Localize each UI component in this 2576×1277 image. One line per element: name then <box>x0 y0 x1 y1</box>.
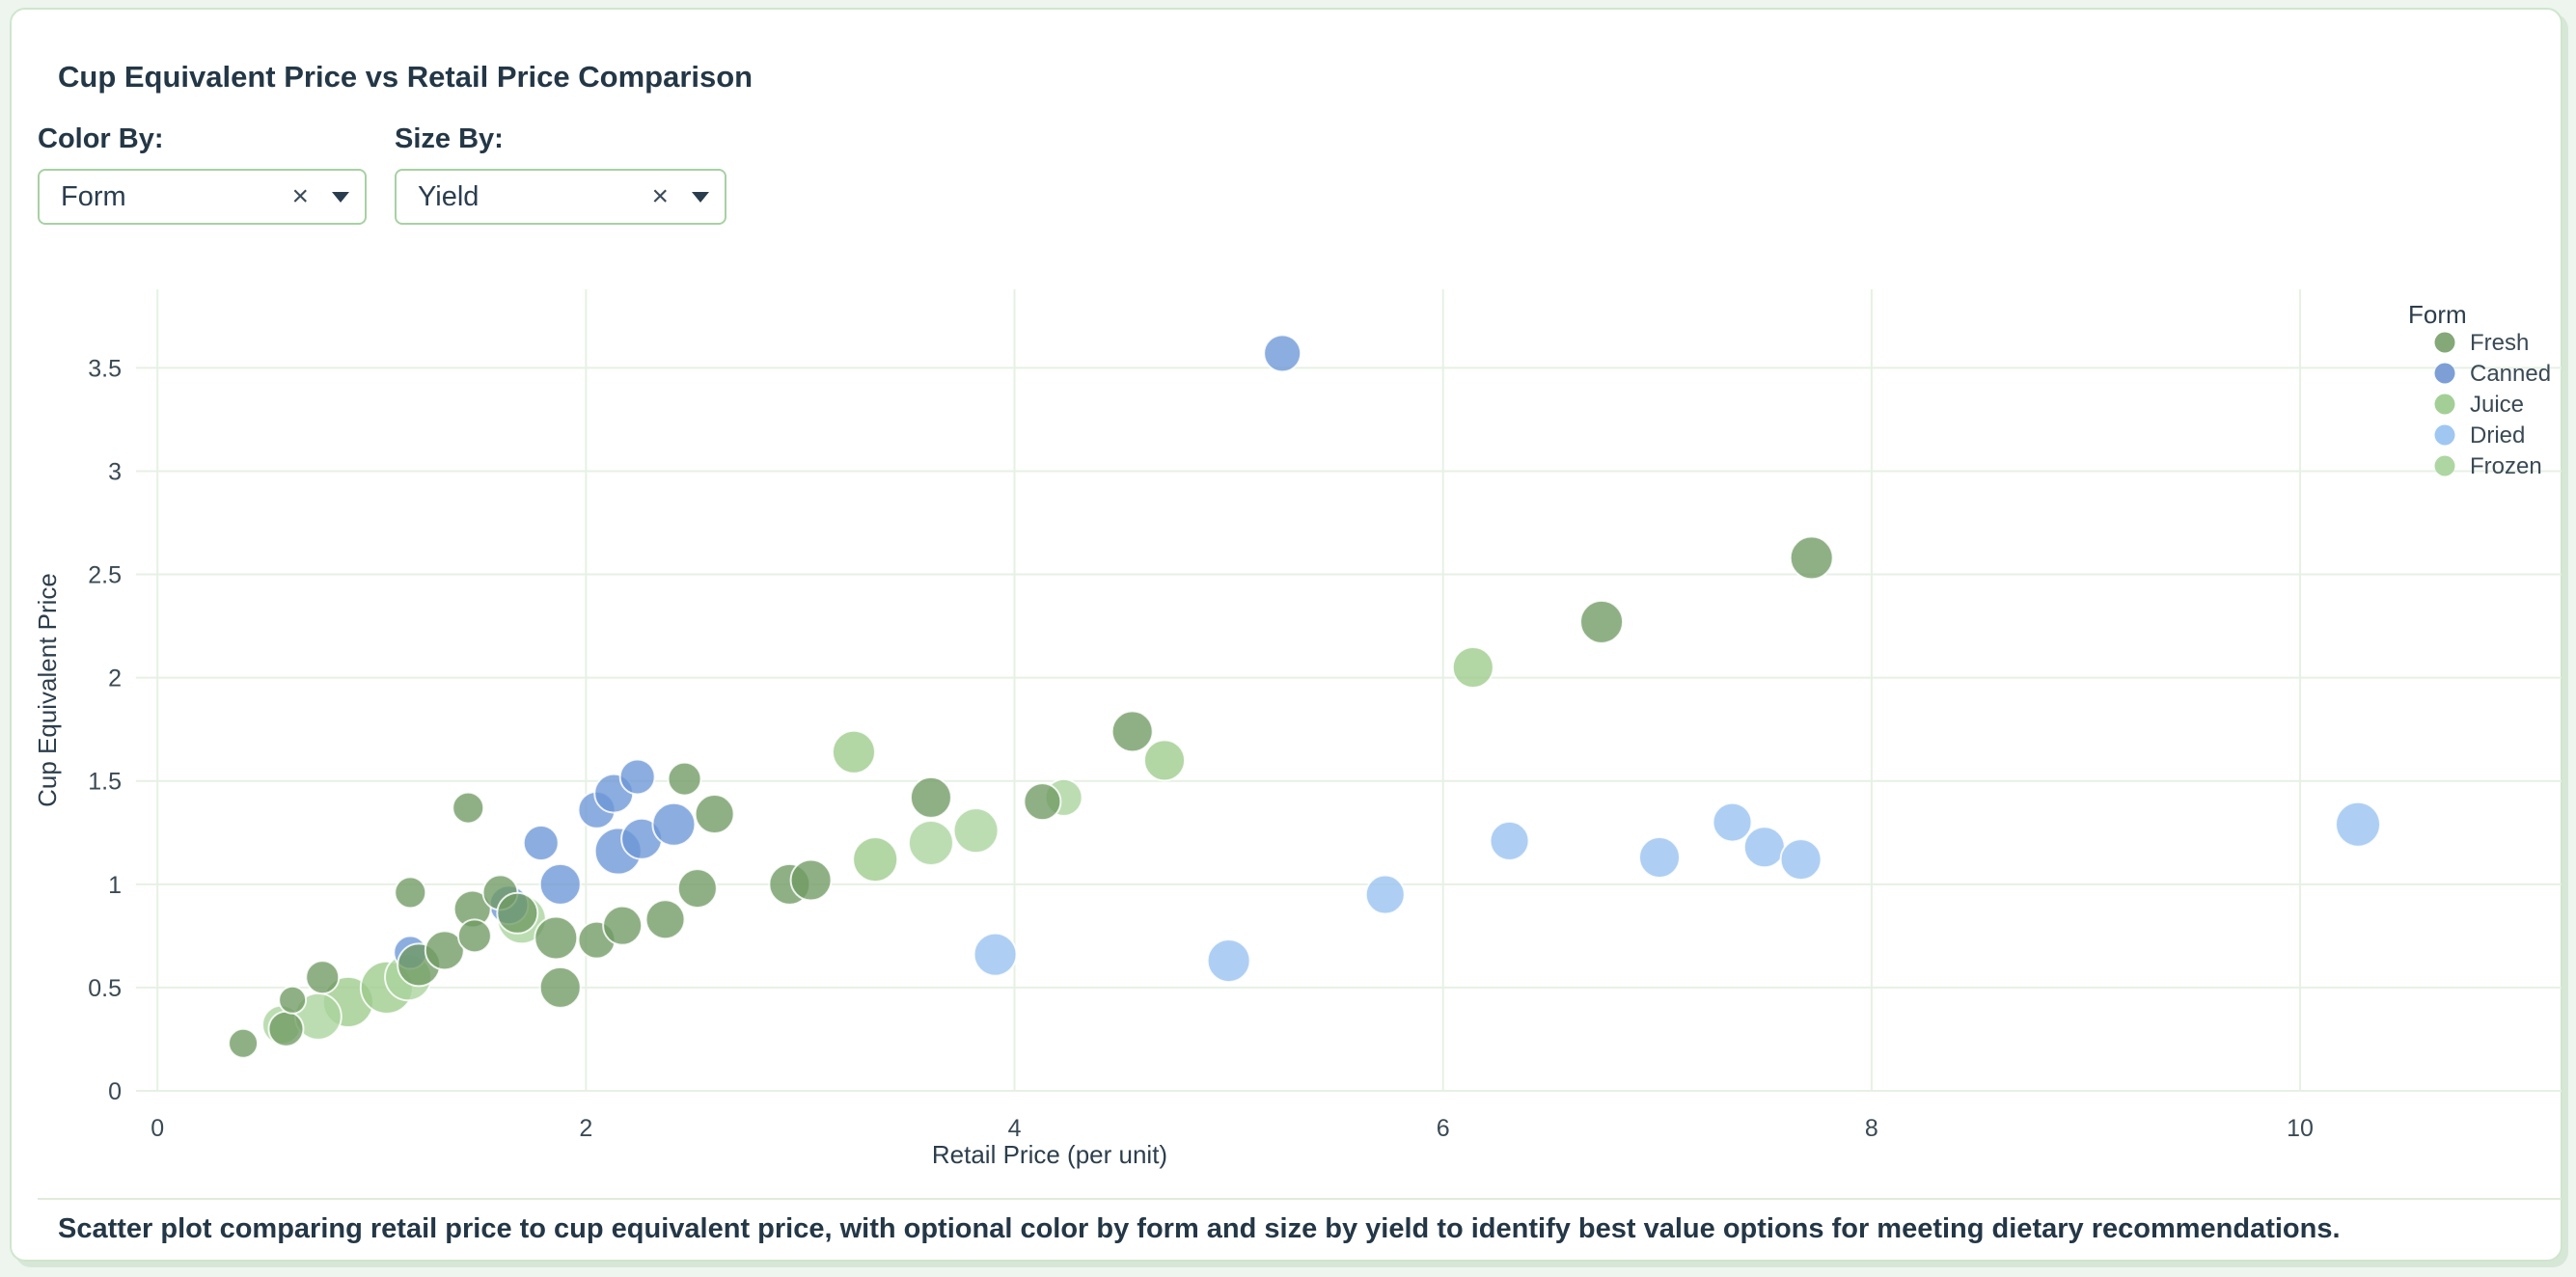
x-axis-title: Retail Price (per unit) <box>932 1140 1167 1169</box>
data-point-fresh <box>267 1010 305 1047</box>
data-point-fresh <box>424 930 465 971</box>
legend-label-canned: Canned <box>2470 361 2551 387</box>
data-point-canned <box>651 802 697 847</box>
data-point-fresh <box>1110 710 1154 753</box>
x-tick-label: 4 <box>1008 1115 1022 1142</box>
data-point-dried <box>1364 874 1406 915</box>
legend-label-fresh: Fresh <box>2470 330 2529 356</box>
data-point-fresh <box>667 761 702 797</box>
data-point-dried <box>1712 802 1753 843</box>
x-tick-label: 10 <box>2287 1115 2314 1142</box>
size-by-label: Size By: <box>395 123 504 154</box>
y-tick-label: 2 <box>108 666 122 693</box>
size-by-control: Size By: Yield × <box>395 123 726 225</box>
color-by-caret-icon[interactable] <box>332 191 349 203</box>
data-point-dried <box>1742 826 1786 869</box>
color-by-control: Color By: Form × <box>38 123 367 225</box>
data-point-canned <box>538 862 582 906</box>
data-point-juice <box>852 836 899 883</box>
data-point-fresh <box>534 915 579 961</box>
y-axis-title: Cup Equivalent Price <box>33 573 62 807</box>
data-point-fresh <box>909 775 952 819</box>
data-point-fresh <box>676 868 718 910</box>
y-tick-label: 3 <box>108 458 122 485</box>
data-point-canned <box>618 758 656 796</box>
data-point-frozen <box>907 819 954 866</box>
scatter-plot: 0 2 4 6 8 10 0 0.5 1 1.5 2 2.5 3 3.5 Retail Price (per… <box>33 289 2562 1169</box>
x-tick-label: 2 <box>579 1115 592 1142</box>
x-tick-label: 8 <box>1865 1115 1878 1142</box>
size-by-clear-icon[interactable]: × <box>651 180 669 212</box>
y-tick-label: 0 <box>108 1078 122 1105</box>
color-by-select[interactable]: Form × <box>38 169 367 225</box>
y-tick-label: 2.5 <box>88 562 122 589</box>
legend-label-frozen: Frozen <box>2470 453 2542 479</box>
legend-title: Form <box>2408 300 2467 329</box>
data-point-canned <box>1263 334 1302 373</box>
size-by-select[interactable]: Yield × <box>395 169 726 225</box>
page-title: Cup Equivalent Price vs Retail Price Com… <box>58 60 754 94</box>
data-point-canned <box>522 824 560 861</box>
data-point-juice <box>1143 739 1187 782</box>
color-by-value: Form <box>61 180 126 212</box>
color-by-clear-icon[interactable]: × <box>291 180 309 212</box>
color-by-label: Color By: <box>38 123 164 154</box>
data-point-dried <box>1779 838 1822 882</box>
data-point-fresh <box>456 918 492 954</box>
data-point-dried <box>1489 820 1530 861</box>
data-point-fresh <box>644 899 686 940</box>
data-point-fresh <box>496 891 539 935</box>
data-point-fresh <box>694 794 735 835</box>
data-point-fresh <box>789 858 833 902</box>
data-point-frozen <box>952 807 1000 855</box>
y-tick-label: 1.5 <box>88 769 122 796</box>
divider <box>38 1198 2562 1200</box>
legend-swatch-fresh <box>2434 332 2455 353</box>
data-point-fresh <box>538 965 582 1009</box>
size-by-caret-icon[interactable] <box>692 191 709 203</box>
data-point-fresh <box>452 791 485 825</box>
legend-label-juice: Juice <box>2470 392 2524 418</box>
y-tick-label: 1 <box>108 872 122 899</box>
x-tick-label: 0 <box>151 1115 164 1142</box>
data-point-juice <box>831 729 876 774</box>
legend-swatch-canned <box>2434 363 2455 384</box>
data-point-dried <box>1638 835 1682 879</box>
size-by-value: Yield <box>418 180 480 212</box>
data-point-fresh <box>602 905 644 946</box>
data-point-dried <box>2335 801 2382 848</box>
data-point-dried <box>973 932 1018 977</box>
chart-card: Cup Equivalent Price vs Retail Price Com… <box>10 8 2562 1262</box>
data-point-fresh <box>1789 535 1834 581</box>
data-point-fresh <box>1579 599 1625 644</box>
x-tick-label: 6 <box>1437 1115 1450 1142</box>
legend-swatch-juice <box>2434 394 2455 415</box>
data-point-fresh <box>1023 782 1062 822</box>
legend-swatch-dried <box>2434 424 2455 446</box>
chart-caption: Scatter plot comparing retail price to c… <box>58 1213 2341 1244</box>
data-point-fresh <box>278 985 308 1015</box>
data-point-fresh <box>394 876 427 910</box>
y-tick-label: 0.5 <box>88 975 122 1002</box>
data-point-dried <box>1206 938 1251 984</box>
y-tick-label: 3.5 <box>88 355 122 382</box>
legend-label-dried: Dried <box>2470 422 2525 448</box>
legend-swatch-frozen <box>2434 455 2455 476</box>
data-point-fresh <box>305 960 341 995</box>
data-point-juice <box>1451 645 1494 689</box>
data-point-fresh <box>228 1027 260 1059</box>
